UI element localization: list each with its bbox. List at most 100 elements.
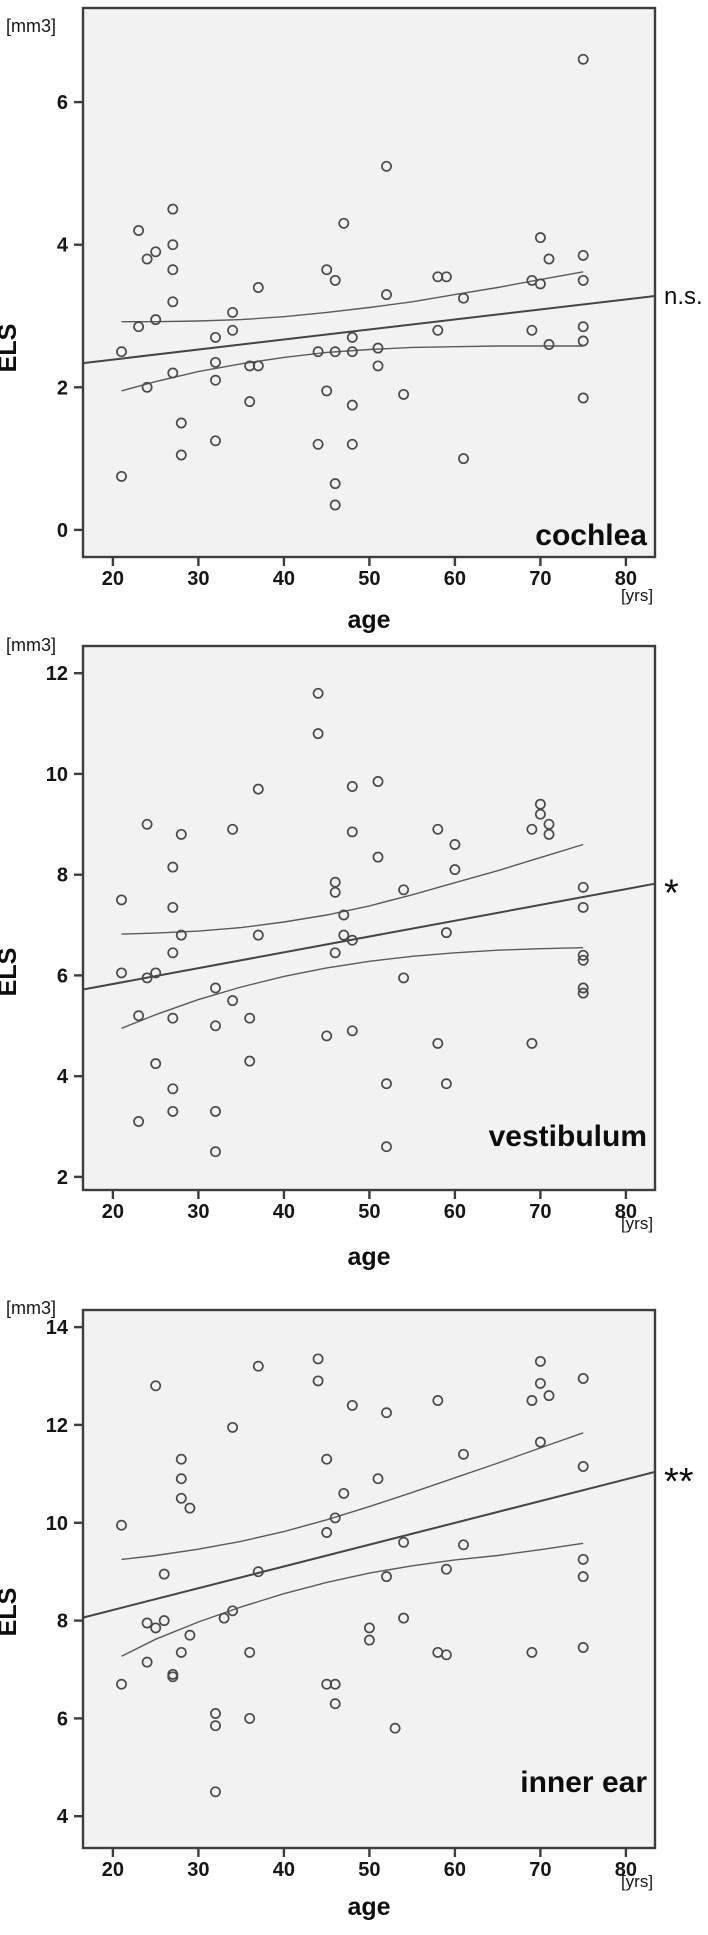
data-point [577, 1642, 589, 1653]
data-point [534, 1355, 546, 1367]
data-point [321, 264, 333, 276]
data-point [338, 929, 350, 941]
data-point [321, 1453, 333, 1465]
data-point [398, 972, 410, 984]
ci-upper-line [121, 1432, 584, 1561]
data-point [381, 1571, 392, 1583]
fit-line [82, 1470, 656, 1619]
data-point [440, 271, 452, 283]
data-point [167, 264, 179, 276]
data-point [346, 1025, 358, 1037]
data-point [526, 1646, 538, 1658]
data-point [167, 1083, 179, 1095]
data-point [244, 1712, 256, 1724]
data-point [167, 1105, 179, 1117]
data-point [175, 929, 187, 941]
data-point [329, 1678, 341, 1690]
y-unit-label: [mm3] [6, 635, 56, 655]
data-point [312, 728, 324, 740]
data-point [577, 954, 589, 966]
data-point [381, 289, 392, 301]
data-point [210, 331, 221, 343]
ci-upper-line [121, 271, 584, 323]
data-point [577, 335, 589, 347]
x-unit-label: [yrs] [621, 586, 653, 605]
data-point [534, 1436, 546, 1448]
data-point [440, 927, 452, 939]
data-point [227, 1421, 239, 1433]
data-point [167, 239, 179, 251]
data-point [329, 1512, 341, 1524]
data-point [210, 1020, 221, 1032]
data-point [346, 781, 358, 792]
data-point [321, 1527, 333, 1538]
x-tick-label: 20 [102, 568, 124, 590]
data-point [577, 949, 589, 961]
x-tick-label: 70 [529, 1201, 551, 1223]
data-point [329, 947, 341, 959]
data-point [158, 1615, 170, 1627]
data-point [116, 1678, 127, 1690]
data-point [252, 1566, 264, 1578]
data-point [210, 1146, 221, 1158]
data-point [543, 828, 555, 840]
significance-label: ** [664, 1461, 694, 1503]
data-point [398, 388, 410, 400]
data-point [210, 435, 221, 447]
x-tick-label: 30 [187, 1859, 209, 1881]
fit-line [82, 882, 656, 991]
data-point [227, 1605, 239, 1617]
data-point [116, 967, 127, 979]
data-point [329, 499, 341, 511]
data-point [329, 274, 341, 286]
data-point [526, 324, 538, 336]
data-point [363, 1634, 375, 1646]
data-point [346, 826, 358, 838]
y-tick-label: 12 [46, 663, 68, 685]
y-unit-label: [mm3] [6, 16, 56, 36]
data-point [363, 1622, 375, 1634]
data-point [252, 929, 264, 941]
x-tick-label: 60 [444, 1201, 466, 1223]
data-point [141, 972, 153, 984]
data-point [381, 1407, 392, 1419]
data-point [577, 987, 589, 999]
data-point [577, 1571, 589, 1583]
data-point [543, 253, 555, 265]
data-point [577, 53, 589, 65]
x-tick-label: 80 [615, 568, 637, 590]
y-tick-label: 14 [46, 1317, 69, 1339]
data-point [346, 438, 358, 450]
data-point [133, 1116, 145, 1127]
panel-vestibulum: 2 4 6 8 10 12 20 30 40 50 60 70 80 [mm3] [yrs] ELS age ve… [0, 635, 679, 1271]
data-point [321, 385, 333, 397]
y-tick-label: 8 [57, 865, 68, 887]
data-point [210, 374, 221, 386]
data-point [184, 1502, 196, 1514]
data-point [372, 342, 384, 354]
x-tick-label: 30 [187, 568, 209, 590]
data-point [141, 253, 153, 265]
ci-upper-line [121, 843, 584, 935]
data-point [175, 1492, 187, 1504]
data-point [312, 438, 324, 450]
data-point [150, 314, 162, 326]
data-point [175, 449, 187, 461]
y-tick-label: 6 [57, 965, 68, 987]
data-point [227, 995, 239, 1007]
x-tick-label: 40 [273, 568, 295, 590]
y-tick-label: 0 [57, 520, 68, 542]
data-point [543, 1390, 555, 1402]
data-point [372, 360, 384, 372]
data-point [244, 1012, 256, 1024]
data-point [534, 808, 546, 820]
significance-label: n.s. [664, 283, 703, 310]
y-tick-label: 2 [57, 377, 68, 399]
data-point [577, 881, 589, 893]
data-point [329, 876, 341, 888]
data-point [150, 1622, 162, 1634]
data-point [150, 246, 162, 258]
panel-title: vestibulum [489, 1120, 647, 1153]
data-point [338, 217, 350, 229]
